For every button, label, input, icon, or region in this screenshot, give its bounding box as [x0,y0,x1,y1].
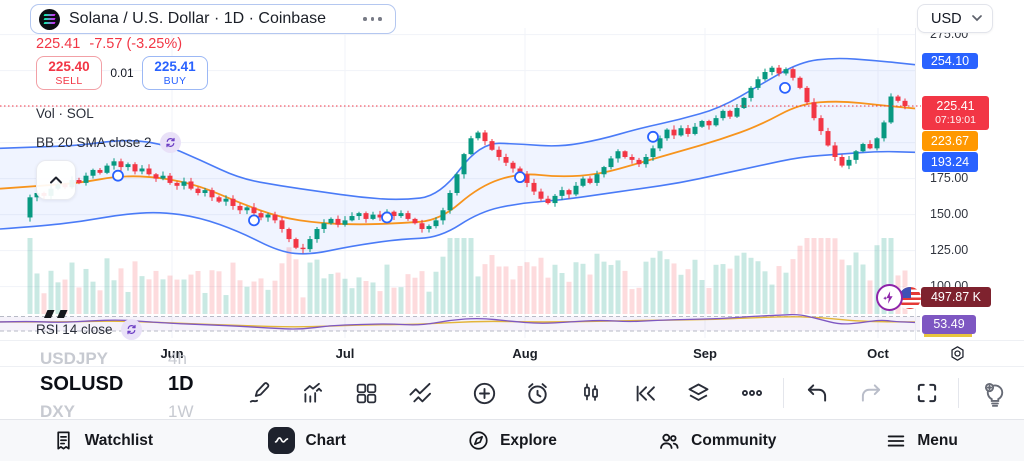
badge-rsi: 53.49 [922,315,976,334]
price-tick-label: 175.00 [930,170,969,185]
badge-bb-upper: 254.10 [922,53,978,69]
add-button[interactable] [466,374,502,412]
nav-watchlist-label: Watchlist [84,431,154,449]
price-axis-separator [915,28,916,340]
community-users-icon [660,433,679,449]
picker-item-solusd[interactable]: SOLUSD 1D [40,373,194,395]
nav-chart-label: Chart [305,431,346,449]
rsi-legend: RSI 14 close [36,319,142,340]
chevron-up-icon [50,176,62,184]
buy-price: 225.41 [154,59,196,75]
flash-event-icon[interactable] [876,284,903,311]
month-label: Sep [693,346,717,361]
spread-value: 0.01 [110,66,134,80]
badge-volume: 497.87 K [921,287,991,307]
watchlist-icon [57,431,70,450]
rsi-reload-icon[interactable] [120,319,142,340]
symbol-title: Solana / U.S. Dollar · 1D · Coinbase [69,10,326,27]
idea-bulb-button[interactable] [977,374,1013,412]
trade-buttons: 225.40 SELL 0.01 225.41 BUY [36,56,208,90]
menu-hamburger-icon [888,435,905,446]
layout-grid-button[interactable] [348,374,384,412]
collapse-chevron-button[interactable] [36,160,76,200]
indicators-button[interactable] [295,374,331,412]
badge-last-price: 225.41 07:19:01 [922,96,989,130]
lightning-icon [883,291,893,304]
currency-value: USD [931,10,962,27]
toolbar-divider [958,378,959,408]
chart-icon [268,427,296,454]
volume-legend: Vol · SOL [36,106,94,121]
solana-logo-icon [39,8,60,30]
layers-button[interactable] [680,374,716,412]
undo-button[interactable] [799,374,835,412]
more-tools-button[interactable] [734,374,770,412]
sell-button[interactable]: 225.40 SELL [36,56,102,90]
change-text: -7.57 (-3.25%) [89,36,183,52]
picker-item-dxy[interactable]: DXY 1W [40,402,194,418]
month-label: Jun [160,346,184,361]
symbol-button[interactable]: Solana / U.S. Dollar · 1D · Coinbase [30,4,396,34]
price-tick-label: 150.00 [930,206,969,221]
badge-bb-basis: 223.67 [922,131,978,151]
chevron-down-icon [972,15,982,22]
month-label: Aug [512,346,538,361]
rsi-legend-label: RSI 14 close [36,322,113,337]
month-label: Oct [867,346,889,361]
price-change-row: 225.41 -7.57 (-3.25%) [36,36,182,52]
sell-label: SELL [55,74,83,87]
last-price-text: 225.41 [36,36,81,52]
alert-button[interactable] [519,374,555,412]
price-tick-label: 125.00 [930,242,969,257]
flag-event-icon[interactable] [898,286,922,310]
picker-item-usdjpy[interactable]: USDJPY 4h [40,351,187,368]
axis-settings-gear-icon[interactable] [948,344,967,368]
fullscreen-button[interactable] [909,374,945,412]
toolbar-divider [783,378,784,408]
nav-explore-label: Explore [500,431,557,449]
buy-button[interactable]: 225.41 BUY [142,56,208,90]
nav-menu[interactable]: Menu [819,430,1024,452]
nav-explore[interactable]: Explore [410,429,615,452]
nav-chart[interactable]: Chart [205,427,410,454]
bollinger-legend: BB 20 SMA close 2 [36,132,181,153]
badge-bb-lower: 193.24 [922,152,978,172]
sell-price: 225.40 [48,59,90,75]
nav-menu-label: Menu [917,431,958,449]
nav-community-label: Community [691,431,777,449]
currency-dropdown[interactable]: USD [917,4,993,33]
replay-button[interactable] [627,374,663,412]
nav-community[interactable]: Community [614,429,819,453]
nav-watchlist[interactable]: Watchlist [0,429,205,452]
bollinger-legend-label: BB 20 SMA close 2 [36,135,152,150]
volume-legend-label: Vol · SOL [36,106,94,121]
bar-type-button[interactable] [573,374,609,412]
compare-button[interactable] [402,374,438,412]
bottom-navigation: Watchlist Chart Explore Community Menu [0,419,1024,461]
redo-button[interactable] [853,374,889,412]
symbol-interval-picker: USDJPY 4h SOLUSD 1D DXY 1W [40,351,215,418]
more-options-icon[interactable] [363,17,382,21]
buy-label: BUY [163,74,187,87]
draw-tool-button[interactable] [242,374,278,412]
chart-toolbar: USDJPY 4h SOLUSD 1D DXY 1W [0,351,1024,419]
explore-compass-icon [469,431,488,450]
time-axis: Jun Jul Aug Sep Oct [0,340,1024,367]
rsi-ma-value-tag [924,334,972,337]
month-label: Jul [335,346,355,361]
bollinger-reload-icon[interactable] [159,132,181,153]
